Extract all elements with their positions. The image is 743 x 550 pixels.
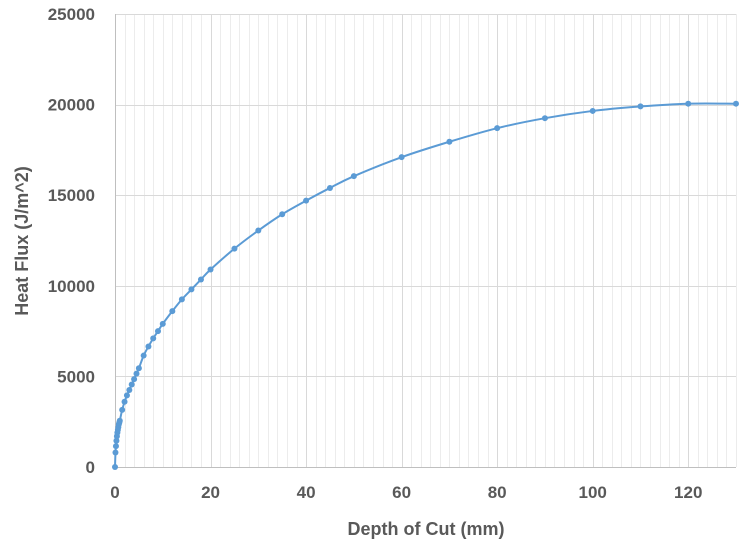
- y-tick-labels: 0 5000 10000 15000 20000 25000: [48, 5, 95, 477]
- data-point: [159, 320, 166, 327]
- data-point: [197, 276, 204, 283]
- data-point: [123, 392, 130, 399]
- x-tick-label: 60: [392, 483, 411, 502]
- x-tick-label: 20: [201, 483, 220, 502]
- data-point: [231, 245, 238, 252]
- data-point: [126, 386, 133, 393]
- data-point: [154, 328, 161, 335]
- data-point: [589, 107, 596, 114]
- y-tick-label: 25000: [48, 5, 95, 24]
- x-tick-label: 40: [297, 483, 316, 502]
- series-layer: [112, 100, 739, 470]
- data-point: [128, 381, 135, 388]
- data-point: [121, 398, 128, 405]
- data-point: [279, 211, 286, 218]
- data-point: [133, 370, 140, 377]
- data-point: [685, 100, 692, 107]
- x-tick-label: 0: [110, 483, 119, 502]
- minor-gridlines: [115, 14, 737, 467]
- x-tick-label: 100: [579, 483, 607, 502]
- y-tick-label: 15000: [48, 186, 95, 205]
- y-tick-label: 0: [86, 458, 95, 477]
- data-point: [541, 115, 548, 122]
- data-point: [255, 227, 262, 234]
- data-point: [188, 286, 195, 293]
- x-tick-label: 120: [674, 483, 702, 502]
- series-line: [114, 102, 737, 468]
- data-point: [112, 464, 118, 470]
- data-point: [116, 417, 123, 424]
- data-point: [350, 173, 357, 180]
- data-point: [113, 437, 120, 444]
- data-point: [446, 138, 453, 145]
- data-point: [178, 296, 185, 303]
- data-point: [398, 154, 405, 161]
- data-point: [733, 100, 739, 107]
- major-gridlines: [115, 14, 736, 468]
- data-point: [135, 365, 142, 372]
- y-axis-title: Heat Flux (J/m^2): [12, 166, 32, 316]
- data-point: [140, 352, 147, 359]
- data-point: [150, 335, 157, 342]
- data-point: [112, 449, 119, 456]
- axes: [115, 14, 736, 468]
- data-point: [207, 266, 214, 273]
- data-point: [131, 376, 138, 383]
- data-point: [303, 197, 310, 204]
- x-tick-labels: 0 20 40 60 80 100 120: [110, 483, 702, 502]
- data-point: [494, 125, 501, 132]
- data-point: [637, 103, 644, 110]
- x-axis-title: Depth of Cut (mm): [348, 519, 505, 539]
- x-tick-label: 80: [488, 483, 507, 502]
- data-point: [112, 443, 119, 450]
- y-tick-label: 5000: [57, 367, 95, 386]
- y-tick-label: 20000: [48, 96, 95, 115]
- data-point: [169, 308, 176, 315]
- data-point: [119, 406, 126, 413]
- data-point: [326, 184, 333, 191]
- data-point: [145, 343, 152, 350]
- y-tick-label: 10000: [48, 277, 95, 296]
